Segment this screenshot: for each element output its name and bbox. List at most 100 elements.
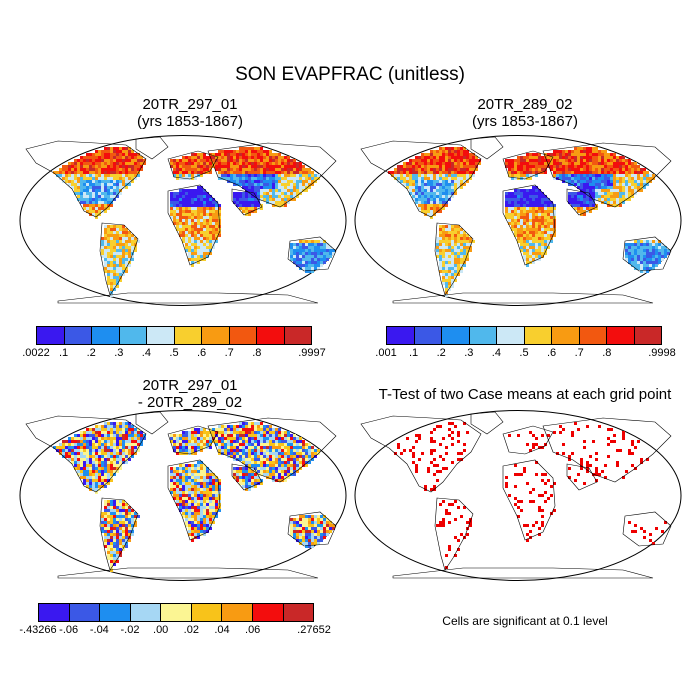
colorbar-tick-label: .001 xyxy=(375,347,397,359)
colorbar-tick-label: .3 xyxy=(114,347,124,359)
panel-2-title-line2: (yrs 1853-1867) xyxy=(472,113,578,130)
coastline-europe xyxy=(502,425,554,455)
colorbar-tick-label: -.06 xyxy=(59,624,79,636)
colorbar-tick-label: .8 xyxy=(252,347,262,359)
coastline-europe xyxy=(167,150,219,180)
colorbar-swatch xyxy=(191,604,223,621)
coastlines xyxy=(25,411,337,579)
colorbar-swatch xyxy=(387,327,415,344)
panel-1-colorbar-labels: .0022 .1 .2 .3 .4 .5 .6 .7 .8 .9997 xyxy=(22,347,326,361)
colorbar-swatch xyxy=(283,604,314,621)
panel-2-title-line1: 20TR_289_02 xyxy=(477,96,573,113)
significance-note: Cells are significant at 0.1 level xyxy=(442,614,608,628)
coastline-south-asia xyxy=(231,188,263,216)
coastline-greenland xyxy=(135,136,169,160)
coastline-greenland xyxy=(135,411,169,435)
coastline-europe xyxy=(502,150,554,180)
colorbar-tick-label: .04 xyxy=(214,624,230,636)
panel-1-colorbar xyxy=(36,326,312,345)
panel-3-colorbar-labels: -.43266 -.06 -.04 -.02 .00 .02 .04 .06 .27652 xyxy=(19,624,330,638)
coastline-asia xyxy=(207,142,337,208)
colorbar-swatch xyxy=(552,327,580,344)
colorbar-tick-label: .3 xyxy=(464,347,474,359)
colorbar-tick-label: .2 xyxy=(86,347,96,359)
coastline-antarctica xyxy=(392,567,654,579)
coastline-south-asia xyxy=(566,463,598,491)
panel-4-ttest-map xyxy=(354,410,682,581)
colorbar-swatch xyxy=(414,327,442,344)
colorbar-tick-label: .6 xyxy=(197,347,207,359)
panel-4-title-line1: T-Test of two Case means at each grid po… xyxy=(378,386,672,403)
colorbar-swatch xyxy=(37,327,65,344)
coastlines xyxy=(360,136,672,304)
panel-3-title: 20TR_297_01 - 20TR_289_02 xyxy=(20,377,360,411)
panel-2-colorbar xyxy=(386,326,662,345)
colorbar-swatch xyxy=(284,327,311,344)
coastline-north-america xyxy=(360,140,482,218)
coastline-asia xyxy=(542,417,672,483)
coastline-africa xyxy=(502,459,556,541)
coastline-europe xyxy=(167,425,219,455)
colorbar-swatch xyxy=(524,327,552,344)
colorbar-swatch xyxy=(252,604,284,621)
colorbar-tick-label: .00 xyxy=(153,624,169,636)
coastline-australia xyxy=(622,511,672,547)
panel-1-evapfrac-map xyxy=(19,135,347,306)
colorbar-swatch xyxy=(100,604,131,621)
colorbar-swatch xyxy=(442,327,470,344)
coastlines xyxy=(25,136,337,304)
coastline-south-america xyxy=(434,222,474,296)
coastline-africa xyxy=(167,184,221,266)
colorbar-tick-label: .27652 xyxy=(297,624,331,636)
panel-2-evapfrac-map xyxy=(354,135,682,306)
colorbar-swatch xyxy=(229,327,257,344)
colorbar-swatch xyxy=(202,327,230,344)
colorbar-tick-label: -.43266 xyxy=(19,624,57,636)
panel-1-title-line1: 20TR_297_01 xyxy=(142,96,238,113)
colorbar-swatch xyxy=(147,327,175,344)
coastline-south-america xyxy=(99,222,139,296)
colorbar-tick-label: .02 xyxy=(183,624,199,636)
panel-1-title-line2: (yrs 1853-1867) xyxy=(137,113,243,130)
colorbar-tick-label: .06 xyxy=(245,624,261,636)
coastline-north-america xyxy=(360,415,482,493)
panel-2-title: 20TR_289_02 (yrs 1853-1867) xyxy=(355,96,695,130)
colorbar-tick-label: .0022 xyxy=(22,347,50,359)
colorbar-tick-label: .9997 xyxy=(298,347,326,359)
panel-3-title-line1: 20TR_297_01 xyxy=(142,377,238,394)
colorbar-tick-label: -.02 xyxy=(120,624,140,636)
coastline-africa xyxy=(167,459,221,541)
land-cells xyxy=(53,147,335,297)
colorbar-swatch xyxy=(222,604,253,621)
coastline-south-asia xyxy=(231,463,263,491)
colorbar-swatch xyxy=(161,604,192,621)
coastline-greenland xyxy=(470,136,504,160)
coastline-south-asia xyxy=(566,188,598,216)
panel-3-title-line2: - 20TR_289_02 xyxy=(137,394,243,411)
colorbar-tick-label: .6 xyxy=(547,347,557,359)
colorbar-swatch xyxy=(257,327,285,344)
colorbar-tick-label: .4 xyxy=(141,347,151,359)
colorbar-swatch xyxy=(469,327,497,344)
colorbar-swatch xyxy=(174,327,202,344)
colorbar-tick-label: .7 xyxy=(224,347,234,359)
coastline-north-america xyxy=(25,415,147,493)
colorbar-swatch xyxy=(497,327,525,344)
coastline-north-america xyxy=(25,140,147,218)
coastline-antarctica xyxy=(57,567,319,579)
colorbar-swatch xyxy=(39,604,70,621)
globe-outline xyxy=(354,410,682,581)
panel-1-title: 20TR_297_01 (yrs 1853-1867) xyxy=(20,96,360,130)
coastline-antarctica xyxy=(57,292,319,304)
colorbar-swatch xyxy=(69,604,101,621)
coastlines xyxy=(360,411,672,579)
coastline-australia xyxy=(287,236,337,272)
colorbar-swatch xyxy=(579,327,607,344)
colorbar-tick-label: .8 xyxy=(602,347,612,359)
land-cells xyxy=(53,422,335,572)
figure-title: SON EVAPFRAC (unitless) xyxy=(235,64,465,85)
colorbar-tick-label: -.04 xyxy=(89,624,109,636)
coastline-australia xyxy=(622,236,672,272)
panel-3-difference-map xyxy=(19,410,347,581)
colorbar-tick-label: .9998 xyxy=(648,347,676,359)
